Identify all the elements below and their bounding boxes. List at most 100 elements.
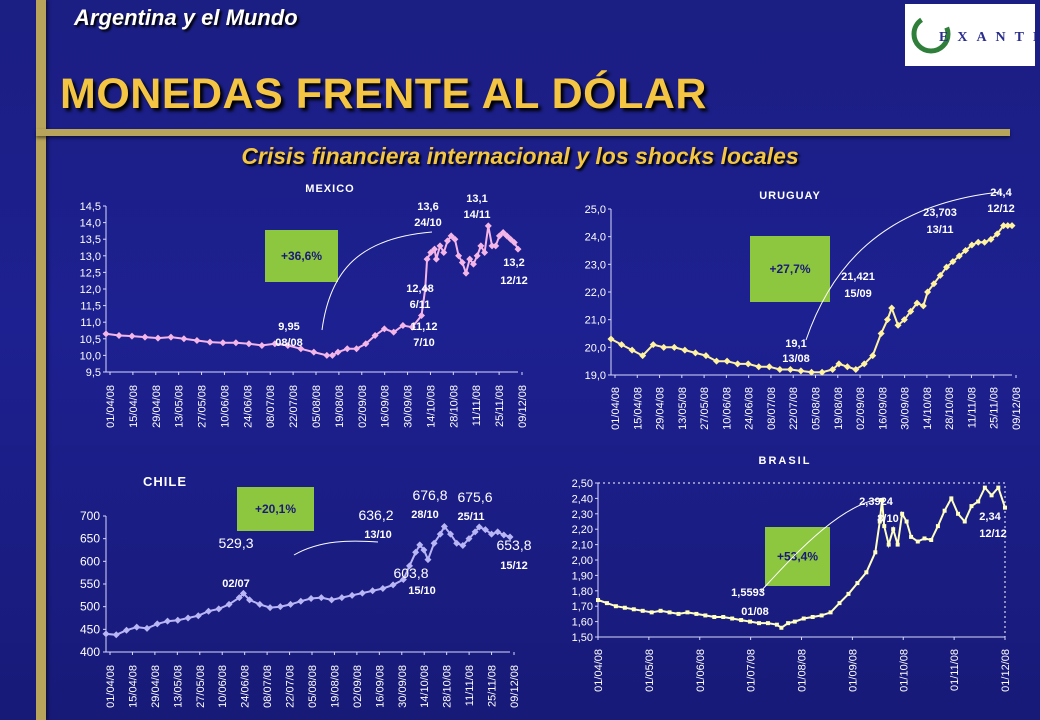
data-point	[266, 604, 274, 612]
data-point	[406, 562, 414, 570]
data-point	[466, 255, 474, 263]
y-tick-label: 550	[80, 577, 100, 591]
x-tick-label: 08/07/08	[262, 665, 274, 708]
data-point	[471, 528, 479, 536]
y-tick-label: 2,10	[572, 540, 593, 552]
annotation-date: 13/10	[364, 529, 392, 541]
data-point	[488, 530, 496, 538]
data-point	[703, 613, 708, 618]
data-point	[670, 343, 678, 351]
data-point	[639, 352, 647, 360]
data-point	[818, 368, 826, 376]
data-point	[459, 541, 467, 549]
x-tick-label: 13/05/08	[677, 387, 689, 430]
connector-arc	[805, 191, 1001, 341]
data-point	[837, 601, 842, 606]
data-point	[380, 325, 388, 333]
data-point	[810, 614, 815, 619]
exante-logo: EXANTE	[905, 4, 1040, 66]
data-point	[416, 541, 424, 549]
page-subtitle: Crisis financiera internacional y los sh…	[241, 143, 799, 169]
y-tick-label: 13,0	[80, 251, 101, 263]
x-tick-label: 11/11/08	[464, 665, 476, 706]
data-point	[907, 307, 915, 315]
connector-arc	[759, 497, 886, 593]
data-point	[1003, 505, 1007, 510]
data-point	[776, 365, 784, 373]
x-tick-label: 16/09/08	[374, 665, 386, 708]
data-point	[245, 340, 253, 348]
data-point	[915, 539, 920, 544]
annotation-value: 9,95	[278, 321, 299, 333]
data-point	[1000, 222, 1008, 230]
data-point	[786, 621, 791, 626]
data-point	[481, 248, 489, 256]
exante-logo-text: EXANTE	[939, 30, 1035, 45]
data-point	[765, 621, 770, 626]
data-point	[494, 528, 502, 536]
y-tick-label: 21,0	[585, 315, 606, 327]
x-tick-label: 01/06/08	[695, 649, 707, 692]
data-point	[702, 352, 710, 360]
annotation-date: 8/10	[877, 513, 898, 525]
x-tick-label: 01/04/08	[105, 665, 117, 708]
data-point	[685, 610, 690, 615]
data-point	[423, 255, 431, 263]
chart-title: BRASIL	[759, 455, 812, 467]
data-point	[1008, 222, 1016, 230]
data-point	[886, 542, 891, 547]
data-point	[894, 321, 902, 329]
x-tick-label: 16/09/08	[877, 387, 889, 430]
data-point	[968, 241, 976, 249]
annotation-date: 12/12	[500, 275, 528, 287]
data-point	[447, 530, 455, 538]
x-tick-label: 24/06/08	[744, 387, 756, 430]
data-point	[1004, 222, 1012, 230]
change-box	[765, 527, 830, 586]
y-tick-label: 9,5	[86, 367, 101, 379]
x-tick-label: 13/05/08	[174, 385, 186, 428]
data-point	[276, 603, 284, 611]
data-point	[427, 248, 435, 256]
data-point	[900, 511, 905, 516]
chart-title: CHILE	[143, 474, 187, 489]
x-tick-label: 01/11/08	[949, 649, 961, 691]
y-tick-label: 450	[80, 622, 100, 636]
data-point	[115, 331, 123, 339]
data-point	[962, 519, 967, 524]
x-tick-label: 09/12/08	[509, 665, 521, 708]
data-point	[417, 312, 425, 320]
data-point	[982, 485, 987, 490]
data-point	[922, 536, 927, 541]
annotation-date: 13/08	[782, 353, 810, 365]
x-tick-label: 09/12/08	[517, 385, 529, 428]
data-point	[193, 336, 201, 344]
y-tick-label: 600	[80, 554, 100, 568]
x-tick-label: 10/06/08	[721, 387, 733, 430]
data-point	[607, 335, 615, 343]
data-point	[462, 269, 470, 277]
page-title: MONEDAS FRENTE AL DÓLAR	[60, 70, 707, 118]
data-point	[924, 288, 932, 296]
data-point	[895, 542, 900, 547]
data-point	[424, 556, 432, 564]
annotation-value: 23,703	[923, 207, 957, 219]
data-point	[420, 546, 428, 554]
y-tick-label: 11,5	[80, 301, 101, 313]
data-point	[962, 247, 970, 254]
data-point	[774, 622, 779, 627]
data-point	[317, 594, 325, 602]
data-point	[930, 280, 938, 288]
annotation-value: 2,34	[979, 511, 1001, 523]
data-point	[334, 348, 342, 356]
data-point	[453, 539, 461, 547]
data-point	[649, 341, 657, 349]
data-point	[723, 357, 731, 365]
y-tick-label: 650	[80, 532, 100, 546]
data-point	[348, 591, 356, 599]
annotation-value: 13,2	[503, 257, 524, 269]
data-point	[744, 360, 752, 368]
x-tick-label: 19/08/08	[334, 385, 346, 428]
annotation-date: 7/10	[413, 337, 434, 349]
data-point	[506, 533, 514, 541]
